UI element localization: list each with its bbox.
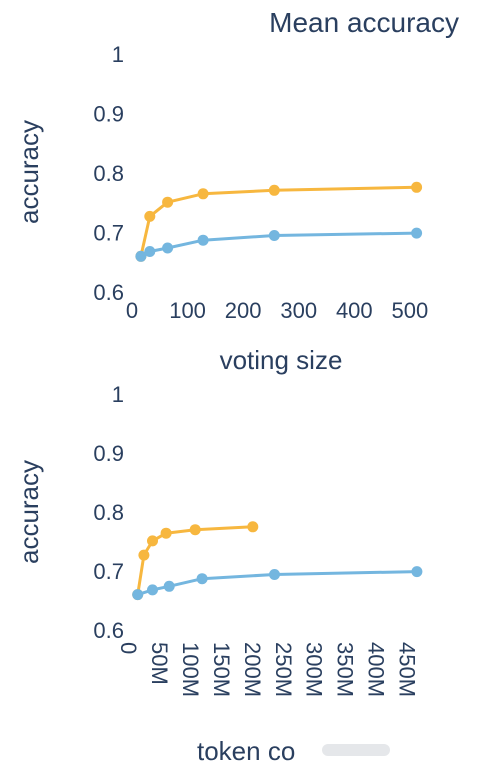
bottom-y-ticks: 0.6 0.7 0.8 0.9 1 — [93, 382, 124, 643]
x-tick-label: 0 — [116, 642, 141, 654]
x-tick-label: 100 — [169, 298, 206, 323]
top-y-ticks: 0.6 0.7 0.8 0.9 1 — [93, 42, 124, 305]
overlay-bar — [322, 744, 390, 756]
series-1-point — [147, 584, 158, 596]
y-tick-label: 0.6 — [93, 618, 124, 643]
x-tick-label: 200M — [240, 642, 265, 697]
bottom-x-ticks: 0 50M 100M 150M 200M 250M 300M 350M 400M 450M — [116, 642, 420, 697]
series-0-line — [136, 525, 253, 595]
y-tick-label: 0.9 — [93, 441, 124, 466]
y-tick-label: 1 — [112, 382, 124, 407]
top-series — [135, 181, 423, 262]
series-1-point — [196, 573, 208, 585]
y-tick-label: 0.6 — [93, 280, 124, 305]
series-1-point — [163, 580, 175, 592]
y-tick-label: 0.8 — [93, 161, 124, 186]
series-0-point — [268, 184, 280, 196]
series-0-point — [197, 188, 209, 200]
series-0-point — [144, 210, 156, 222]
x-tick-label: 450M — [395, 642, 420, 697]
top-y-axis-title: accuracy — [14, 120, 44, 224]
x-tick-label: 150M — [209, 642, 234, 697]
series-1-point — [269, 569, 280, 580]
series-1-point — [411, 566, 423, 578]
x-tick-label: 250M — [271, 642, 296, 697]
series-0-point — [138, 549, 150, 561]
x-tick-label: 0 — [126, 298, 138, 323]
x-tick-label: 350M — [333, 642, 358, 697]
y-tick-label: 0.7 — [93, 221, 124, 246]
series-1-point — [132, 589, 144, 601]
bottom-series — [132, 521, 423, 601]
x-tick-label: 300 — [280, 298, 317, 323]
series-0-point — [247, 521, 259, 533]
x-tick-label: 300M — [302, 642, 327, 697]
x-tick-label: 400 — [336, 298, 373, 323]
series-0-point — [147, 535, 158, 547]
series-0-point — [411, 181, 423, 193]
series-1-point — [135, 250, 147, 262]
y-tick-label: 1 — [112, 42, 124, 67]
x-tick-label: 200 — [225, 298, 262, 323]
chart-title: Mean accuracy — [269, 7, 459, 38]
x-tick-label: 50M — [147, 642, 172, 685]
series-0-point — [160, 527, 172, 539]
x-tick-label: 100M — [178, 642, 203, 697]
bottom-x-axis-title: token co — [197, 736, 295, 766]
series-1-point — [197, 234, 209, 246]
y-tick-label: 0.8 — [93, 500, 124, 525]
bottom-y-axis-title: accuracy — [14, 460, 44, 564]
series-0-point — [162, 196, 174, 208]
series-0-point — [189, 524, 201, 536]
top-panel: 0.60.70.80.91 0 100 200 300 400 500 accuracy … — [14, 42, 428, 375]
x-tick-label: 500 — [392, 298, 429, 323]
series-1-point — [144, 246, 156, 257]
series-0-line — [139, 185, 417, 257]
top-x-axis-title: voting size — [220, 345, 343, 375]
y-tick-label: 0.7 — [93, 559, 124, 584]
series-1-point — [162, 242, 174, 254]
bottom-panel: 0.6 0.7 0.8 0.9 1 0 50M 100M 150M 200M 250M 300M 35… — [14, 382, 423, 766]
y-tick-label: 0.9 — [93, 102, 124, 127]
series-1-point — [268, 230, 280, 241]
x-tick-label: 400M — [364, 642, 389, 697]
top-x-ticks: 0 100 200 300 400 500 — [126, 298, 428, 323]
series-1-point — [411, 227, 423, 239]
